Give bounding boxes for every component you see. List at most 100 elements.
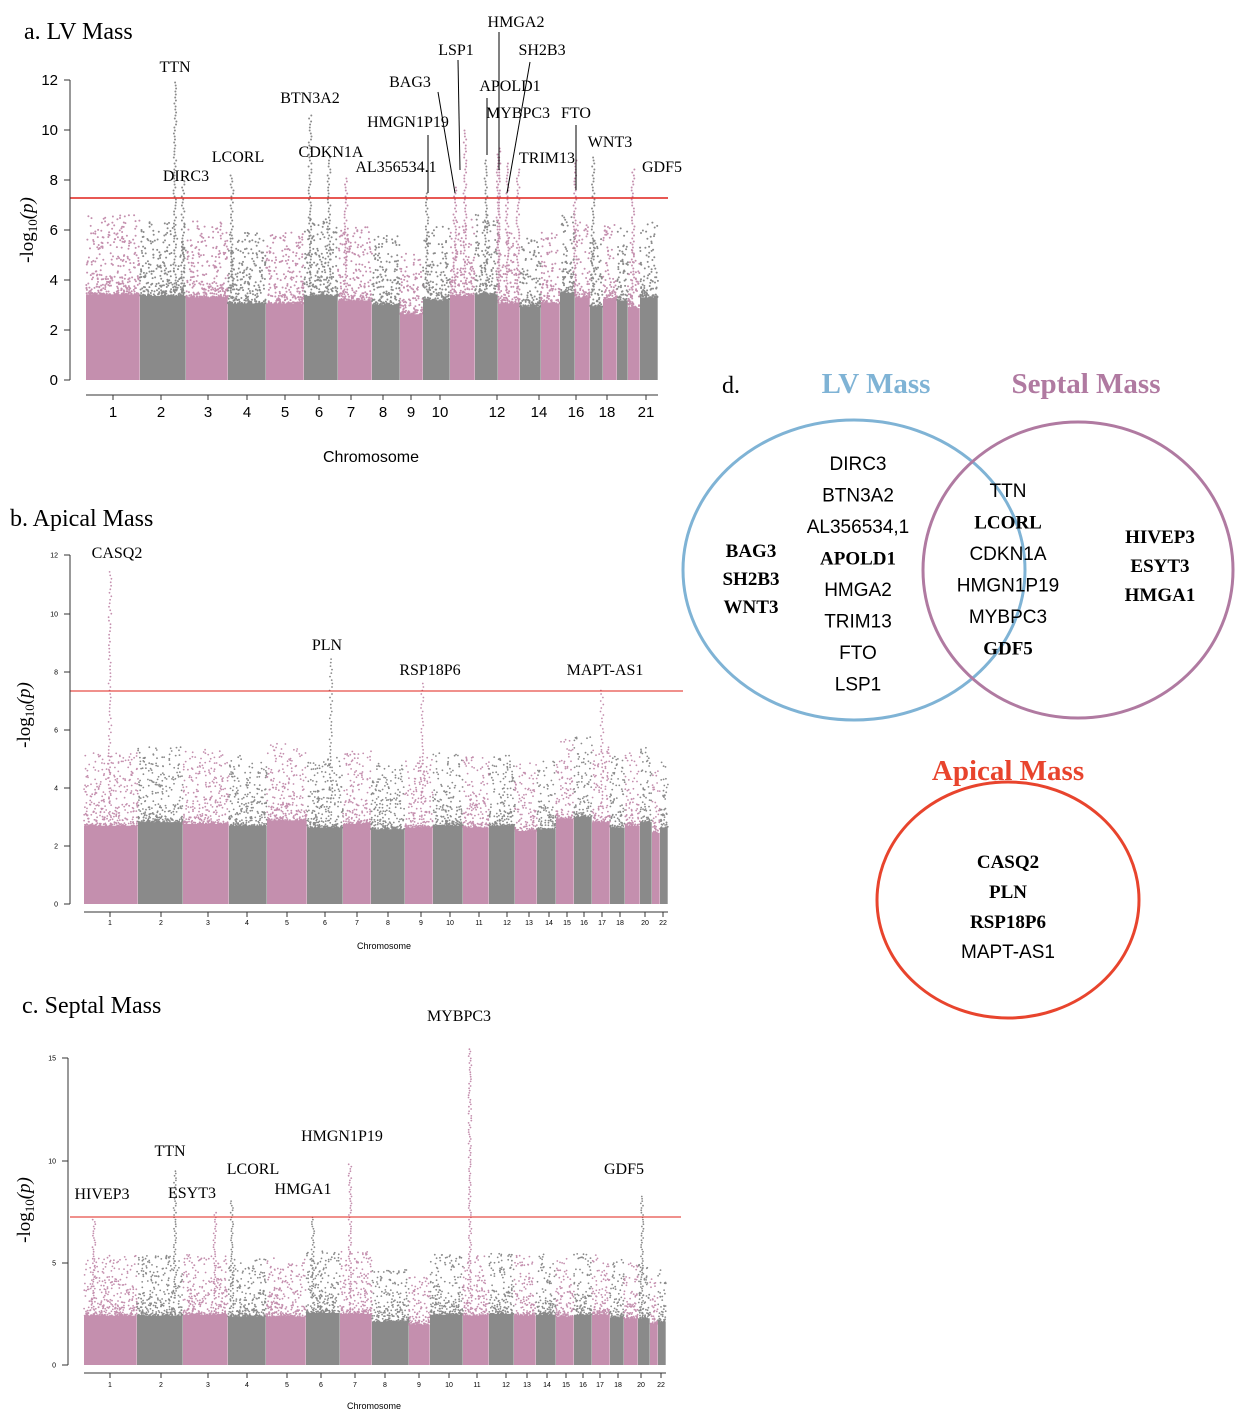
peak-point bbox=[505, 177, 508, 180]
peak-point bbox=[505, 288, 508, 291]
snp-point bbox=[147, 290, 150, 293]
snp-point bbox=[218, 295, 221, 298]
snp-point bbox=[152, 233, 155, 236]
peak-point bbox=[497, 255, 500, 258]
snp-point bbox=[148, 808, 151, 811]
peak-point bbox=[309, 201, 312, 204]
snp-point bbox=[186, 279, 189, 282]
snp-point bbox=[219, 801, 222, 804]
snp-point bbox=[231, 301, 234, 304]
peak-point bbox=[327, 162, 330, 165]
snp-point bbox=[611, 230, 613, 233]
snp-point bbox=[612, 257, 615, 260]
peak-point bbox=[328, 234, 331, 237]
snp-point bbox=[643, 292, 646, 295]
snp-point bbox=[305, 281, 308, 284]
snp-point bbox=[306, 261, 309, 264]
snp-point bbox=[242, 251, 245, 254]
snp-point bbox=[531, 296, 534, 299]
snp-point bbox=[129, 820, 132, 823]
snp-point bbox=[137, 245, 140, 248]
snp-point bbox=[104, 262, 107, 265]
snp-point bbox=[314, 274, 317, 277]
peak-point bbox=[173, 213, 176, 216]
snp-point bbox=[219, 237, 222, 240]
snp-point bbox=[116, 218, 119, 221]
snp-point bbox=[404, 311, 407, 314]
snp-point bbox=[347, 250, 350, 253]
snp-point bbox=[547, 270, 549, 273]
snp-point bbox=[124, 823, 127, 826]
snp-point bbox=[161, 818, 164, 821]
snp-point bbox=[208, 264, 211, 267]
peak-point bbox=[498, 291, 501, 294]
peak-point bbox=[343, 222, 346, 225]
snp-point bbox=[245, 247, 248, 250]
peak-point bbox=[498, 225, 501, 228]
snp-point bbox=[288, 288, 291, 291]
peak-point bbox=[572, 225, 575, 228]
peak-point bbox=[327, 255, 330, 258]
peak-point bbox=[592, 267, 595, 270]
snp-point bbox=[116, 232, 119, 235]
snp-point bbox=[138, 282, 141, 285]
peak-point bbox=[426, 258, 429, 261]
snp-point bbox=[186, 281, 189, 284]
peak-point bbox=[593, 198, 596, 201]
snp-point bbox=[105, 768, 108, 770]
snp-point bbox=[400, 284, 403, 287]
snp-point bbox=[399, 289, 402, 292]
snp-point bbox=[306, 271, 309, 274]
peak-point bbox=[180, 273, 183, 276]
peak-point bbox=[464, 195, 467, 198]
snp-point bbox=[482, 221, 485, 224]
peak-point bbox=[484, 267, 487, 270]
peak-point bbox=[464, 267, 467, 270]
peak-point bbox=[573, 261, 576, 264]
peak-point bbox=[426, 243, 429, 246]
peak-point bbox=[174, 273, 177, 276]
snp-point bbox=[437, 291, 440, 294]
peak-point bbox=[183, 225, 186, 228]
snp-point bbox=[393, 260, 396, 263]
snp-point bbox=[86, 271, 89, 274]
peak-point bbox=[486, 231, 489, 234]
snp-point bbox=[594, 266, 597, 269]
snp-point bbox=[549, 284, 552, 287]
snp-point bbox=[541, 301, 544, 304]
snp-point bbox=[101, 815, 104, 818]
snp-point bbox=[93, 793, 96, 796]
snp-point bbox=[654, 267, 657, 270]
snp-point bbox=[210, 288, 213, 291]
snp-point bbox=[512, 285, 515, 288]
snp-point bbox=[445, 281, 448, 284]
snp-point bbox=[648, 251, 651, 254]
snp-point bbox=[101, 762, 103, 764]
snp-point bbox=[316, 263, 319, 266]
snp-point bbox=[138, 781, 140, 784]
peak-point bbox=[631, 246, 634, 249]
peak-point bbox=[505, 285, 508, 288]
snp-point bbox=[101, 768, 104, 771]
peak-point bbox=[499, 150, 502, 153]
peak-point bbox=[632, 174, 635, 177]
snp-point bbox=[130, 822, 132, 825]
peak-point bbox=[592, 231, 595, 234]
snp-point bbox=[247, 282, 250, 285]
snp-point bbox=[390, 303, 393, 306]
peak-point bbox=[573, 192, 576, 195]
snp-point bbox=[153, 820, 156, 822]
snp-point bbox=[397, 280, 399, 283]
snp-point bbox=[185, 290, 188, 293]
snp-point bbox=[510, 285, 513, 288]
snp-point bbox=[220, 804, 223, 806]
snp-point bbox=[187, 228, 190, 231]
snp-point bbox=[246, 234, 249, 237]
peak-point bbox=[505, 216, 508, 219]
snp-point bbox=[354, 241, 357, 244]
peak-point bbox=[181, 279, 184, 282]
snp-point bbox=[263, 302, 266, 305]
peak-point bbox=[498, 216, 501, 219]
snp-point bbox=[319, 283, 322, 286]
peak-point bbox=[495, 249, 498, 252]
